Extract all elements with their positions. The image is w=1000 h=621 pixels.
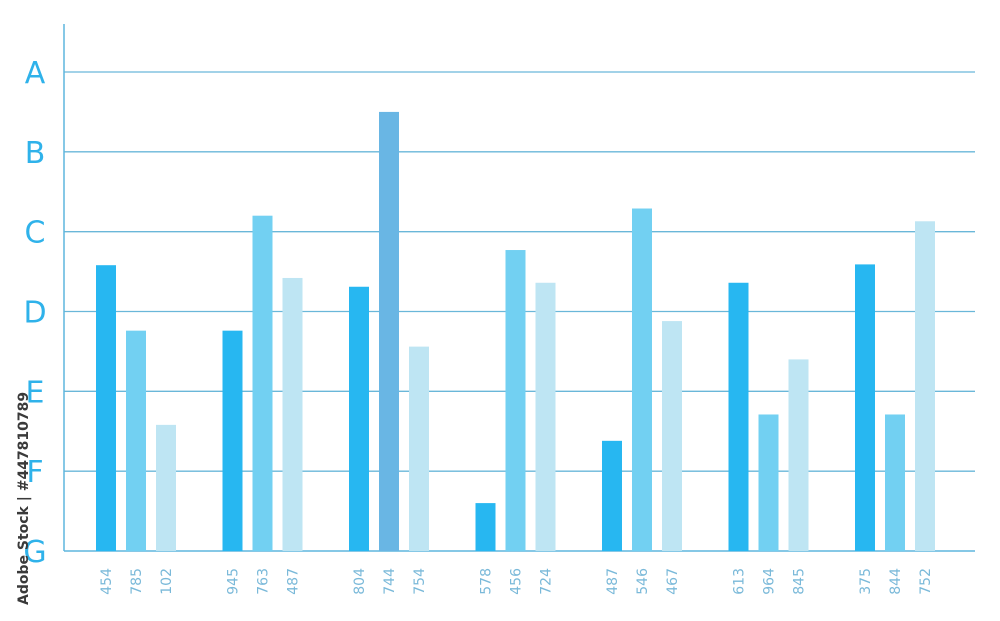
bars bbox=[96, 111, 935, 552]
y-tick-labels: A B C D E F G bbox=[23, 56, 46, 570]
x-tick-label: 454 bbox=[99, 568, 115, 595]
bar bbox=[535, 282, 556, 551]
x-tick-label: 844 bbox=[888, 568, 904, 595]
bar bbox=[602, 440, 622, 551]
bar bbox=[855, 264, 875, 551]
y-tick-label: B bbox=[25, 136, 46, 171]
x-tick-label: 487 bbox=[286, 568, 302, 595]
x-tick-label: 102 bbox=[159, 568, 175, 595]
x-tick-label: 724 bbox=[539, 568, 555, 595]
x-tick-label: 845 bbox=[792, 568, 808, 595]
bar bbox=[662, 321, 682, 551]
x-tick-label: 375 bbox=[858, 568, 874, 595]
x-tick-label: 744 bbox=[382, 568, 398, 595]
x-tick-label: 467 bbox=[665, 568, 681, 595]
bar bbox=[788, 359, 809, 551]
bar bbox=[96, 265, 116, 551]
bar bbox=[632, 208, 652, 551]
x-tick-label: 578 bbox=[479, 568, 495, 595]
bar bbox=[222, 330, 243, 551]
bar bbox=[252, 215, 273, 551]
bar bbox=[282, 277, 303, 551]
y-tick-label: F bbox=[26, 455, 43, 490]
bar bbox=[885, 414, 905, 551]
x-tick-label: 763 bbox=[256, 568, 272, 595]
bar bbox=[475, 503, 496, 551]
bar bbox=[409, 346, 429, 551]
x-tick-label: 487 bbox=[605, 568, 621, 595]
bar bbox=[349, 286, 369, 551]
x-tick-label: 456 bbox=[509, 568, 525, 595]
bar bbox=[758, 414, 779, 551]
watermark-text: Adobe Stock | #447810789 bbox=[16, 392, 32, 605]
x-tick-label: 752 bbox=[918, 568, 934, 595]
x-tick-label: 945 bbox=[226, 568, 242, 595]
bar bbox=[728, 282, 749, 551]
bar bbox=[915, 221, 935, 551]
x-tick-label: 613 bbox=[732, 568, 748, 595]
x-tick-label: 785 bbox=[129, 568, 145, 595]
x-tick-label: 964 bbox=[762, 568, 778, 595]
x-tick-labels: 454 785 102 945 763 487 804 744 754 578 456 724 487 5… bbox=[99, 568, 934, 595]
y-tick-label: G bbox=[23, 535, 46, 570]
bar bbox=[505, 250, 526, 552]
y-tick-label: E bbox=[26, 375, 45, 410]
bar bbox=[156, 424, 176, 551]
bar bbox=[379, 111, 399, 552]
y-tick-label: A bbox=[25, 56, 46, 91]
x-tick-label: 804 bbox=[352, 568, 368, 595]
x-tick-label: 546 bbox=[635, 568, 651, 595]
y-tick-label: D bbox=[23, 296, 46, 331]
y-tick-label: C bbox=[25, 216, 46, 251]
bar bbox=[126, 330, 146, 551]
x-tick-label: 754 bbox=[412, 568, 428, 595]
